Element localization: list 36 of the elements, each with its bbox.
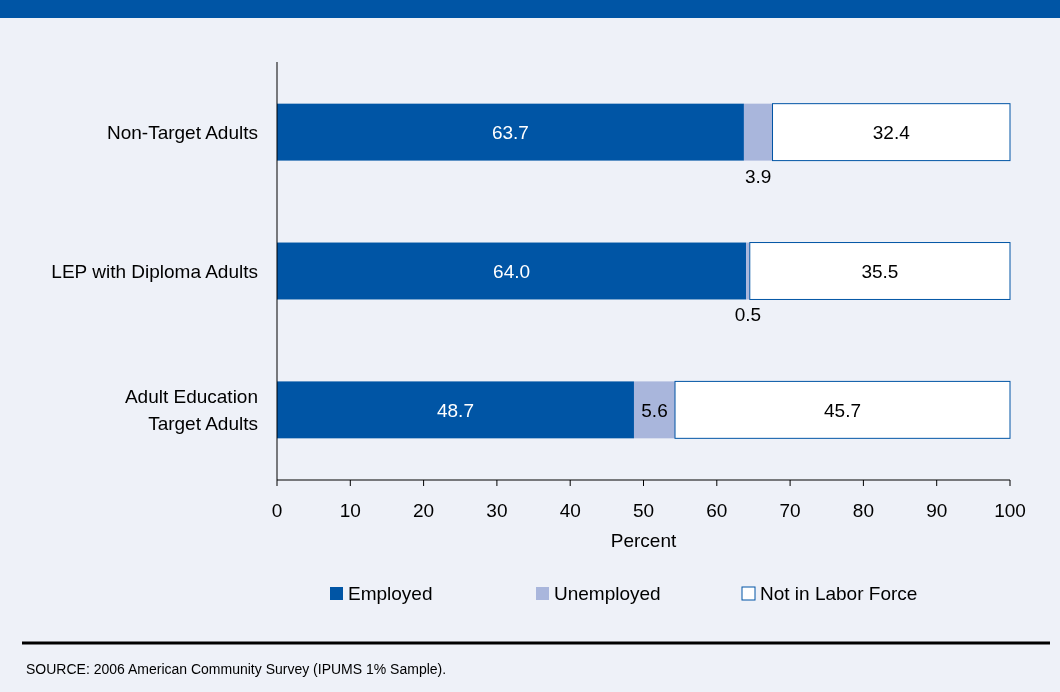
x-tick-label: 100 [994, 500, 1026, 521]
bar [772, 103, 1011, 162]
bar [277, 381, 634, 439]
y-tick-label: Adult Education Target Adults [124, 385, 258, 434]
y-tick-label: LEP with Diploma Adults [51, 261, 258, 282]
x-axis-title: Percent [610, 530, 677, 551]
bar [674, 380, 1011, 439]
bar [277, 242, 747, 300]
x-tick-label: 20 [413, 500, 435, 521]
text: 32.4 [872, 122, 910, 144]
x-tick-label: 0 [271, 500, 283, 521]
source-note: SOURCE: 2006 American Community Survey (IPUMS 1% Sample). [26, 661, 447, 677]
text: 45.7 [824, 399, 861, 421]
legend-label: Not in Labor Force [760, 583, 918, 604]
text: 35.5 [861, 261, 899, 282]
text: 0.5 [734, 304, 762, 326]
bar [743, 103, 773, 161]
text: 63.7 [491, 122, 529, 144]
bar [633, 381, 676, 439]
text: 5.6 [641, 399, 668, 421]
x-tick-label: 30 [486, 500, 508, 521]
x-tick-label: 90 [926, 500, 948, 521]
x-tick-label: 40 [559, 500, 581, 521]
bar [277, 103, 744, 161]
text: 3.9 [745, 165, 772, 187]
legend-label: Employed [348, 583, 433, 604]
x-tick-label: 70 [779, 500, 801, 521]
bar [749, 242, 1011, 300]
x-tick-label: 50 [632, 500, 655, 521]
x-tick-label: 10 [339, 500, 361, 521]
x-tick-label: 80 [852, 500, 874, 521]
legend-label: Unemployed [554, 583, 661, 604]
y-tick-label: Non-Target Adults [106, 122, 258, 144]
text: 64.0 [493, 261, 531, 282]
x-tick-label: 60 [706, 500, 728, 521]
text: 48.7 [436, 399, 474, 421]
